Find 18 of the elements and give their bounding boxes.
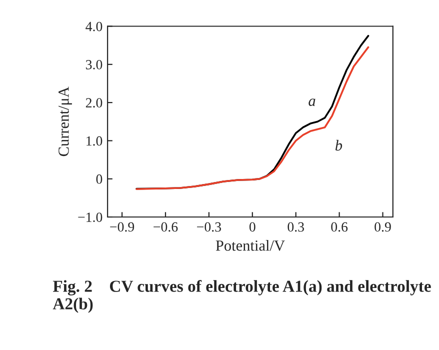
- caption: Fig. 2 CV curves of electrolyte A1(a) and electrolyte A2(b): [52, 280, 431, 313]
- annotation: a: [308, 98, 316, 106]
- x-tick-label: 0.6: [331, 222, 348, 232]
- x-tick-label: −0.6: [154, 222, 178, 232]
- annotation: b: [335, 140, 342, 151]
- x-tick-label: 0: [249, 222, 256, 232]
- x-axis-title: Potential/V: [216, 240, 285, 251]
- y-tick-label: 2.0: [86, 98, 102, 108]
- x-tick-label: 0.9: [374, 222, 391, 232]
- x-tick-label: 0.3: [288, 222, 304, 232]
- y-axis-title: Current/μA: [58, 86, 72, 156]
- y-tick-label: 4.0: [86, 22, 102, 32]
- y-tick-label: −1.0: [78, 212, 102, 222]
- y-tick-label: 1.0: [86, 136, 102, 146]
- x-tick-label: −0.9: [110, 222, 134, 232]
- y-tick-label: 3.0: [86, 60, 102, 70]
- x-tick-label: −0.3: [197, 222, 222, 232]
- y-tick-label: 0: [96, 174, 102, 184]
